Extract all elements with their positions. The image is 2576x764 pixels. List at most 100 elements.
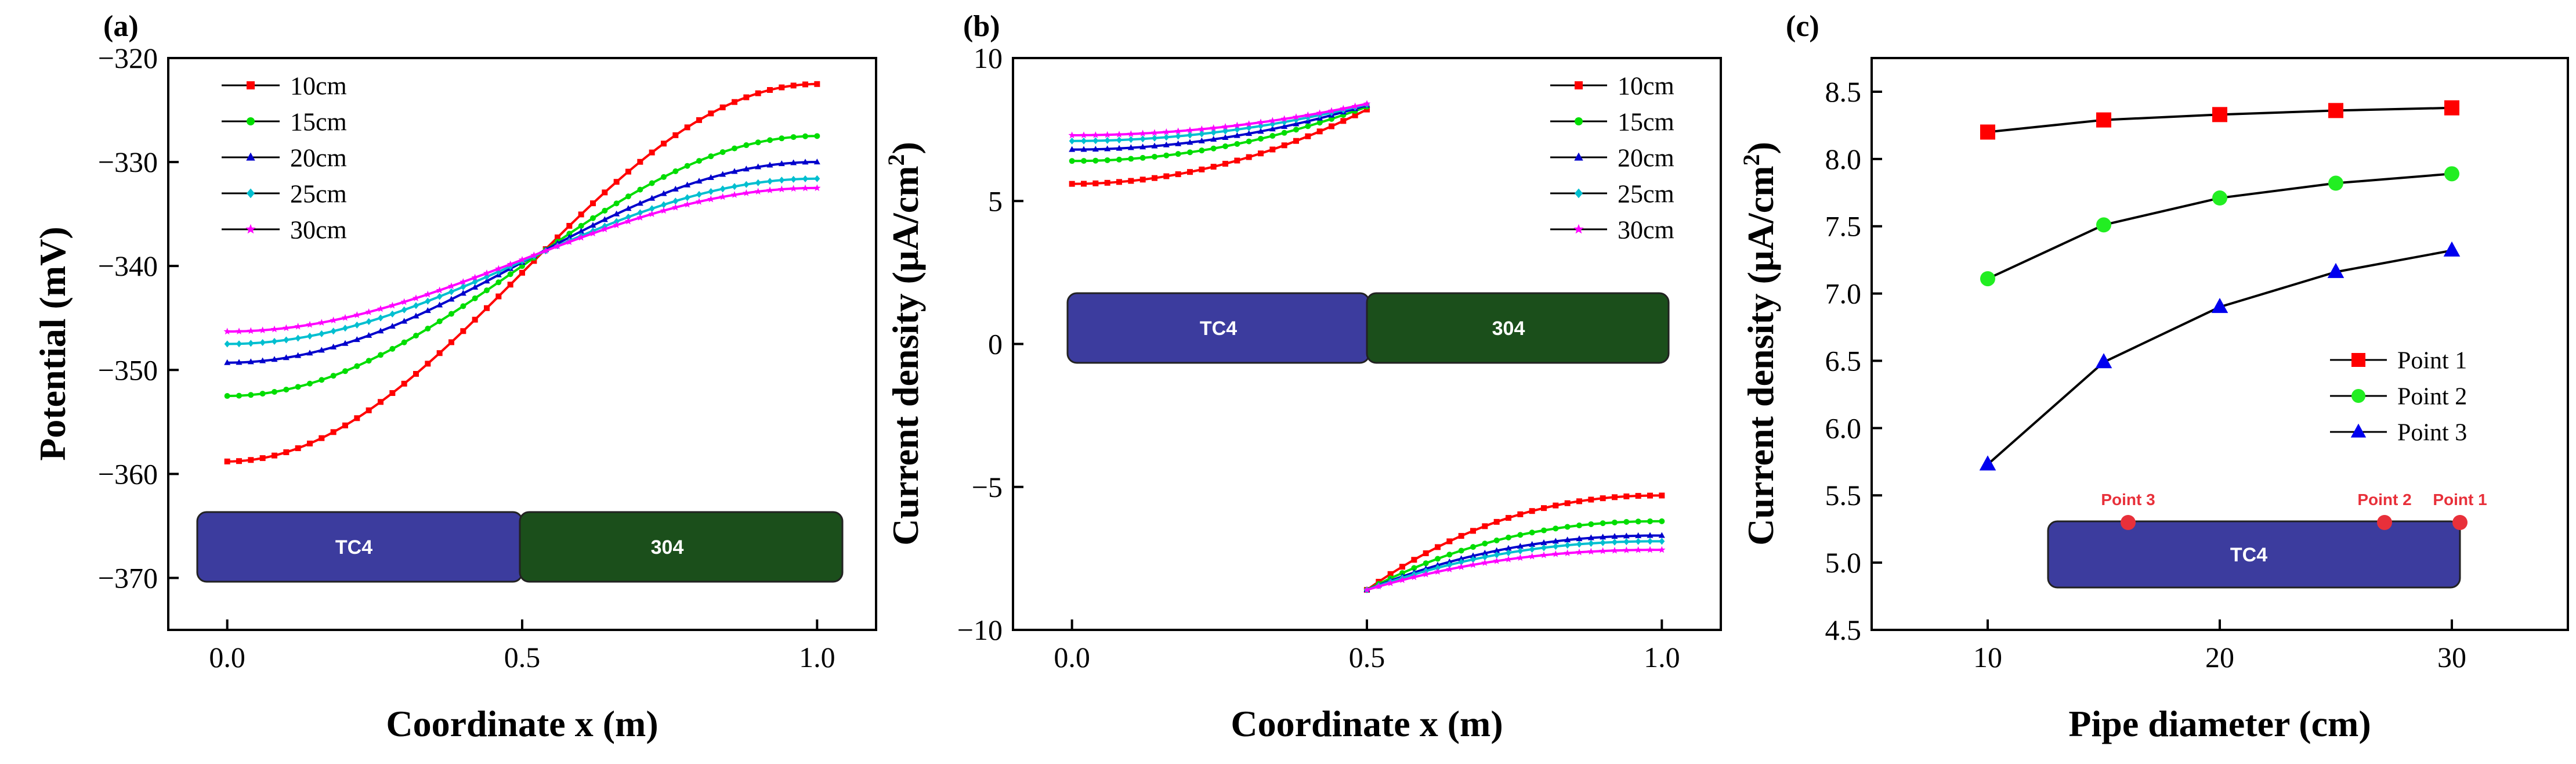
legend-marker — [247, 117, 255, 125]
data-point — [719, 149, 726, 156]
data-point — [625, 213, 631, 221]
data-point — [613, 179, 620, 185]
legend-marker — [246, 152, 255, 161]
data-point — [1647, 492, 1653, 499]
data-point — [636, 214, 644, 221]
data-point — [566, 222, 573, 229]
data-point — [814, 133, 820, 139]
data-point — [483, 278, 490, 284]
data-point — [294, 322, 302, 330]
point-1-marker — [2452, 515, 2468, 530]
data-point — [1104, 145, 1111, 152]
data-point — [707, 195, 715, 203]
series-point-2 — [1980, 166, 2459, 287]
data-point — [1269, 125, 1276, 132]
x-tick-label: 0.5 — [504, 641, 541, 673]
data-point — [1257, 118, 1265, 126]
data-point — [755, 163, 762, 170]
y-tick-label: 7.5 — [1825, 210, 1862, 243]
panel-b-pipe-inset: TC4 304 — [1066, 292, 1670, 364]
data-point — [307, 332, 313, 340]
data-point — [248, 340, 254, 347]
series-point-1 — [1980, 100, 2459, 140]
legend-marker — [1575, 81, 1583, 89]
legend-item: 30cm — [222, 215, 347, 244]
panel-b-series — [1068, 100, 1666, 594]
data-point — [1658, 546, 1666, 553]
data-point — [1575, 548, 1583, 556]
data-point — [1612, 538, 1618, 546]
data-point — [1092, 131, 1099, 138]
data-point — [236, 392, 242, 399]
data-point — [566, 230, 573, 237]
data-point — [353, 336, 360, 343]
panel-a-pipe-inset: TC4 304 — [196, 511, 844, 583]
data-point — [624, 217, 632, 225]
data-point — [389, 310, 396, 318]
data-point — [1980, 124, 1995, 140]
data-point — [460, 328, 466, 334]
data-point — [366, 318, 372, 325]
data-point — [1623, 538, 1630, 546]
data-point — [365, 308, 372, 315]
data-point — [1104, 179, 1110, 186]
data-point — [778, 160, 785, 167]
data-point — [1246, 154, 1252, 160]
legend-label: 20cm — [290, 143, 347, 172]
data-point — [578, 211, 584, 218]
data-point — [2212, 190, 2227, 206]
data-point — [1115, 131, 1123, 138]
legend-label: 30cm — [290, 215, 347, 244]
data-point — [1553, 543, 1559, 550]
data-point — [1351, 102, 1359, 110]
data-point — [1152, 153, 1157, 160]
legend-marker — [1574, 152, 1583, 161]
data-point — [1221, 122, 1229, 130]
data-point — [814, 175, 820, 182]
data-point — [601, 225, 609, 233]
data-point — [602, 207, 608, 214]
data-point — [1293, 120, 1300, 127]
data-point — [1363, 100, 1371, 107]
data-point — [1292, 113, 1300, 120]
y-tick-label: 5 — [988, 185, 1003, 217]
tc4-pipe — [2047, 520, 2461, 589]
data-point — [778, 185, 786, 193]
data-point — [589, 229, 597, 237]
data-point — [743, 142, 750, 149]
data-point — [708, 153, 714, 160]
data-point — [1623, 532, 1630, 539]
data-point — [401, 380, 407, 387]
data-point — [1399, 570, 1405, 576]
data-point — [223, 327, 231, 335]
data-point — [1517, 543, 1524, 549]
data-point — [790, 175, 797, 183]
y-tick-label: 6.5 — [1825, 344, 1862, 377]
y-tick-label: 10 — [974, 42, 1003, 74]
data-point — [1599, 547, 1607, 554]
data-point — [1446, 552, 1453, 558]
data-point — [235, 327, 243, 335]
data-point — [283, 449, 290, 455]
data-point — [1069, 158, 1075, 164]
data-point — [425, 361, 431, 367]
data-point — [1576, 540, 1582, 548]
data-point — [1587, 547, 1595, 555]
data-point — [1623, 546, 1630, 554]
data-point — [1446, 558, 1453, 564]
data-point — [2096, 217, 2111, 233]
data-point — [1481, 549, 1488, 556]
data-point — [283, 336, 290, 344]
data-point — [341, 313, 349, 321]
data-point — [1104, 131, 1111, 138]
data-point — [590, 200, 596, 207]
data-point — [2328, 175, 2343, 191]
data-point — [1233, 121, 1241, 129]
data-point — [1457, 563, 1465, 570]
legend-item: 30cm — [1550, 215, 1674, 244]
data-point — [1470, 556, 1476, 563]
data-point — [472, 295, 478, 301]
data-point — [695, 197, 703, 205]
data-point — [224, 340, 230, 348]
data-point — [602, 189, 608, 196]
